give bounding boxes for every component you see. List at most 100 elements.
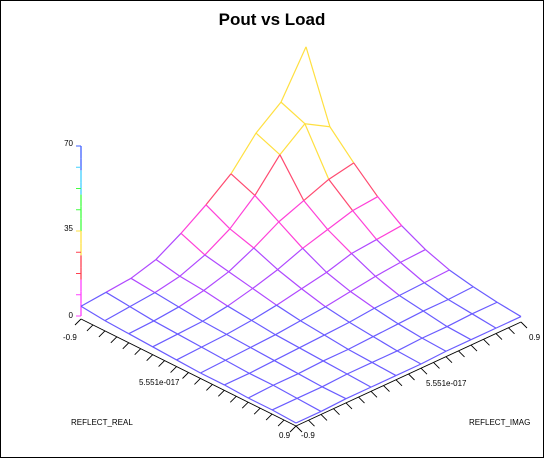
surface-mesh-line [328,178,354,212]
surface-mesh-line [445,339,472,352]
surface-mesh-line [105,277,132,293]
surface-mesh-line [247,397,273,411]
z-tick-label-0: 0 [69,311,74,320]
surface-mesh-line [303,178,330,202]
surface-mesh-line [226,319,252,335]
surface-mesh-line [275,320,301,336]
surface-mesh-line [372,323,399,338]
surface-mesh-line [376,239,401,263]
surface-mesh-line [224,384,249,399]
surface-mesh-line [278,200,305,223]
surface-mesh-line [205,173,232,206]
surface-mesh-line [376,225,402,241]
surface-mesh-line [327,210,354,230]
surface-mesh-line [80,291,107,307]
surface-mesh-line [347,348,373,363]
surface-mesh-line [302,229,329,249]
surface-mesh-line [399,282,425,297]
y-axis-tick [433,362,440,369]
surface-mesh-line [204,254,230,273]
z-tick-label-35: 35 [64,224,73,233]
surface-mesh-line [205,204,231,230]
surface-mesh-line [322,360,348,375]
surface-mesh-line [349,307,375,323]
surface-mesh-line [253,221,280,249]
surface-mesh-line [371,361,397,377]
surface-mesh-line [301,288,326,308]
surface-mesh-line [179,254,206,277]
surface-mesh-line [247,384,274,399]
surface-mesh-line [200,372,225,386]
surface-mesh-line [104,306,131,322]
surface-mesh-line [304,123,330,180]
x-axis-tick [110,336,118,344]
surface-mesh-line [300,306,326,322]
surface-mesh-line [422,310,448,328]
surface-mesh-line [228,271,254,289]
surface-mesh-line [230,132,257,175]
surface-mesh-line [178,290,205,308]
x-axis-tick [146,354,153,361]
surface-mesh-line [375,261,401,277]
surface-mesh-line [328,162,355,180]
surface-mesh-line [202,305,228,322]
surface-mesh-line [277,247,304,271]
surface-mesh-line [370,375,397,388]
y-axis-tick [520,321,528,329]
surface-mesh-line [400,249,426,263]
surface-mesh-line [176,359,201,374]
x-axis-tick [74,318,82,326]
surface-mesh-line [397,310,424,325]
y-axis-tick [395,379,403,387]
x-axis-tick [253,407,261,415]
surface-mesh-line [254,195,280,223]
surface-mesh-line [154,292,180,308]
surface-mesh-line [177,320,203,335]
surface-mesh-line [272,384,298,399]
surface-mesh-line [296,386,323,399]
y-axis-line [295,321,522,427]
surface-mesh-line [225,359,250,374]
x-axis-tick [182,372,189,379]
y-tick-label-min: -0.9 [301,431,315,440]
surface-mesh-line [425,249,450,271]
surface-mesh-line [471,313,497,329]
x-axis-tick [229,395,237,403]
surface-mesh-line [300,320,325,336]
surface-mesh-line [321,386,347,400]
y-axis-tick [345,402,353,410]
x-axis-tick [265,413,273,421]
surface-mesh-line [280,46,307,103]
surface-mesh-line [275,334,300,349]
surface-mesh-line [322,348,349,362]
x-tick-label-min: -0.9 [63,333,77,342]
surface-mesh-line [271,397,298,411]
surface-mesh-line [128,333,153,348]
surface-mesh-line [472,286,498,303]
surface-mesh-line [254,154,281,196]
surface-mesh-line [200,359,226,374]
surface-mesh-line [228,247,255,273]
y-axis-tick [370,391,378,398]
y-tick-label-max: 0.9 [529,333,541,342]
surface-mesh-line [326,253,352,273]
y-axis-ticks [295,321,528,433]
surface-mesh-line [329,126,355,164]
surface-mesh-line [155,232,182,260]
surface-mesh-line [421,326,448,339]
surface-mesh-line [80,305,106,322]
surface-mesh-line [279,123,306,156]
surface-mesh-line [471,301,498,315]
surface-mesh-line [154,275,181,294]
surface-mesh-line [249,360,275,374]
surface-mesh-line [447,286,474,301]
surface-mesh-line [399,295,424,312]
surface-mesh-line [204,228,231,256]
surface-mesh-line [396,350,422,365]
surface-mesh-line [304,123,330,128]
surface-mesh-line [350,291,375,309]
chart-title: Pout vs Load [219,10,326,29]
surface-mesh-line [152,346,177,361]
surface-mesh-line [296,397,322,412]
